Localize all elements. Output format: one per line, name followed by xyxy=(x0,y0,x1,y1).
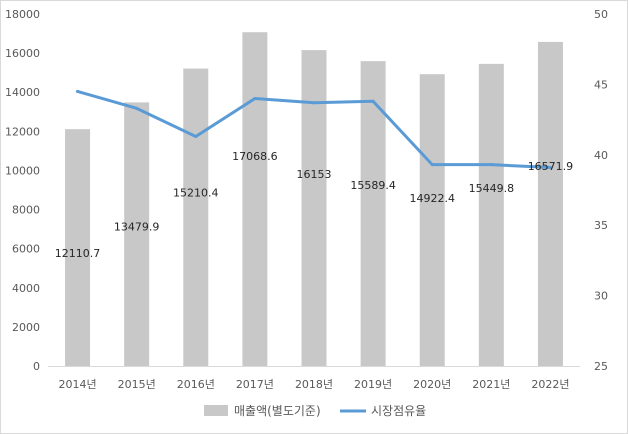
line-point-2 xyxy=(135,106,139,110)
x-tick-label: 2020년 xyxy=(413,378,451,391)
y-right-tick-label: 30 xyxy=(594,290,608,303)
y-right-tick-label: 25 xyxy=(594,360,608,373)
line-point-4 xyxy=(253,96,257,100)
y-right-tick-label: 35 xyxy=(594,219,608,232)
bar-4 xyxy=(242,32,268,366)
bar-data-label: 16571.9 xyxy=(528,160,574,173)
legend-label-share: 시장점유율 xyxy=(371,404,426,418)
y-left-tick-label: 16000 xyxy=(5,47,40,60)
x-tick-label: 2017년 xyxy=(236,378,274,391)
x-tick-label: 2014년 xyxy=(58,378,96,391)
bar-data-label: 12110.7 xyxy=(55,247,101,260)
bar-data-label: 15210.4 xyxy=(173,187,219,200)
bar-data-label: 14922.4 xyxy=(409,192,455,205)
line-point-3 xyxy=(194,134,198,138)
legend-swatch-sales xyxy=(204,405,228,416)
y-right-tick-label: 50 xyxy=(594,8,608,21)
y-right-tick-label: 45 xyxy=(594,78,608,91)
bar-data-label: 16153 xyxy=(297,168,332,181)
x-tick-label: 2018년 xyxy=(295,378,333,391)
y-left-tick-label: 4000 xyxy=(12,282,40,295)
line-point-8 xyxy=(489,163,493,167)
bar-3 xyxy=(183,68,209,366)
bar-8 xyxy=(478,63,504,367)
x-tick-label: 2022년 xyxy=(531,378,569,391)
line-point-5 xyxy=(312,101,316,105)
bar-data-label: 15589.4 xyxy=(350,179,396,192)
y-left-tick-label: 6000 xyxy=(12,243,40,256)
line-point-1 xyxy=(76,89,80,93)
bar-data-label: 15449.8 xyxy=(469,182,515,195)
y-right-tick-label: 40 xyxy=(594,149,608,162)
bar-9 xyxy=(537,41,563,367)
y-left-tick-label: 2000 xyxy=(12,321,40,334)
y-left-tick-label: 12000 xyxy=(5,125,40,138)
line-point-6 xyxy=(371,99,375,103)
bar-5 xyxy=(301,50,327,366)
line-point-7 xyxy=(430,163,434,167)
y-left-tick-label: 14000 xyxy=(5,86,40,99)
bar-2 xyxy=(124,102,150,366)
x-tick-label: 2015년 xyxy=(118,378,156,391)
x-tick-label: 2019년 xyxy=(354,378,392,391)
line-point-9 xyxy=(548,165,552,169)
x-tick-label: 2021년 xyxy=(472,378,510,391)
y-left-tick-label: 10000 xyxy=(5,164,40,177)
bar-1 xyxy=(65,129,91,366)
legend-label-sales: 매출액(별도기준) xyxy=(234,404,321,418)
y-left-tick-label: 18000 xyxy=(5,8,40,21)
bar-data-label: 13479.9 xyxy=(114,220,160,233)
y-left-tick-label: 0 xyxy=(33,360,40,373)
bar-data-label: 17068.6 xyxy=(232,150,278,163)
bar-7 xyxy=(419,74,445,367)
x-tick-label: 2016년 xyxy=(177,378,215,391)
y-left-tick-label: 8000 xyxy=(12,204,40,217)
bar-6 xyxy=(360,61,386,366)
